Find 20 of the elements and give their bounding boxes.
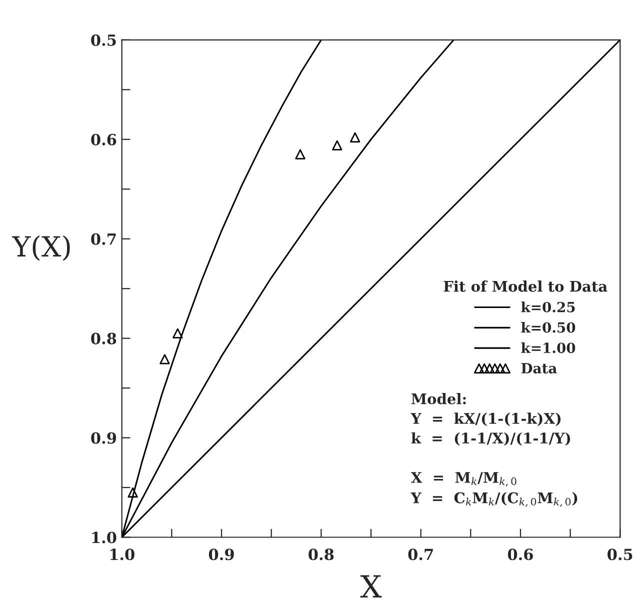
legend-label: k=1.00 xyxy=(521,342,576,354)
y-tick-label: 0.5 xyxy=(91,34,116,46)
y-tick-label: 0.9 xyxy=(91,432,116,444)
text: Model: Y = kX/(1-(1-k)X) k = (1-1/X)/(1-1/Y) X = M$_{k}$/M$_{k,0}$ Y = C$_{k}$M$_{k}$/(C$_{k,0}$M$_{k,0}$) xyxy=(410,393,578,507)
x-tick-label: 0.5 xyxy=(608,548,632,560)
x-tick-label: 0.8 xyxy=(308,548,334,560)
x-tick-label: 0.6 xyxy=(508,548,533,560)
legend-label: k=0.50 xyxy=(521,322,576,333)
legend-title: Fit of Model to Data xyxy=(444,280,608,292)
x-axis-title: X xyxy=(360,575,382,598)
y-tick-label: 1.0 xyxy=(92,532,116,544)
legend-label: k=0.25 xyxy=(521,302,575,312)
y-tick-label: 0.6 xyxy=(91,134,116,146)
x-tick-label: 0.7 xyxy=(408,548,433,560)
y-tick-label: 0.7 xyxy=(91,233,116,245)
y-axis-title: Y(X) xyxy=(12,235,70,261)
legend-label: Data xyxy=(521,363,557,374)
x-tick-label: 1.0 xyxy=(110,548,134,560)
x-tick-label: 0.9 xyxy=(208,548,234,560)
y-tick-label: 0.8 xyxy=(91,332,116,344)
